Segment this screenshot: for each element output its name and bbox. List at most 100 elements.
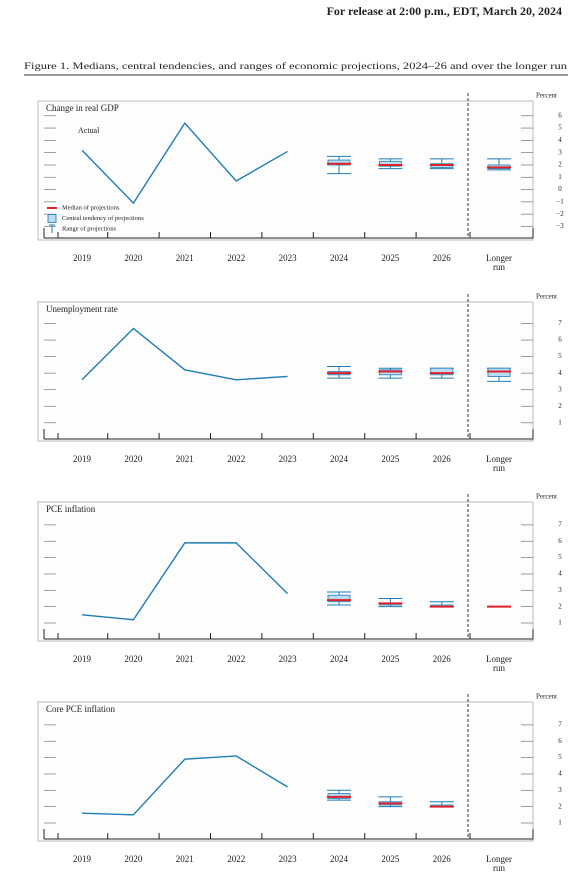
panel-title: Unemployment rate <box>46 304 118 314</box>
x-tick-label: 2021 <box>175 855 194 864</box>
x-tick-label-text: 2020 <box>124 455 143 464</box>
x-tick-label-text: 2022 <box>227 455 246 464</box>
y-tick-label: −2 <box>556 210 564 218</box>
y-tick-label: 5 <box>558 553 562 561</box>
x-tick-label: 2021 <box>175 254 194 263</box>
actual-line <box>81 121 288 205</box>
y-tick-label: 7 <box>558 319 562 327</box>
x-tick-label-text: 2020 <box>124 855 143 864</box>
x-tick-label: 2020 <box>124 455 143 464</box>
x-tick-label: 2022 <box>227 855 246 864</box>
x-tick-label-text: 2022 <box>227 655 246 664</box>
y-tick-label: 3 <box>558 586 562 594</box>
y-axis-label: Percent <box>536 493 557 501</box>
y-tick-label: 2 <box>558 602 562 610</box>
y-tick-label: 6 <box>558 737 562 745</box>
legend-swatch-box <box>47 214 57 223</box>
x-tick-label: 2019 <box>73 455 91 464</box>
x-tick-label: 2026 <box>433 655 451 664</box>
panel-frame <box>37 100 534 241</box>
x-tick-label: Longer run <box>486 655 512 673</box>
x-tick-label-text: 2025 <box>381 855 400 864</box>
y-tick-label: 1 <box>558 418 562 426</box>
y-tick-label: 4 <box>558 570 562 578</box>
x-tick-label-text: 2021 <box>175 254 194 263</box>
central-tendency-box <box>430 367 454 376</box>
x-tick-label-text: Longer run <box>486 254 512 272</box>
x-tick-label-text: 2026 <box>432 455 451 464</box>
x-tick-label: 2023 <box>279 254 297 263</box>
x-tick-label: 2019 <box>73 655 91 664</box>
x-tick-label: 2025 <box>381 655 399 664</box>
x-tick-label: Longer run <box>486 855 512 873</box>
x-tick-label: 2026 <box>432 855 451 864</box>
x-tick-label-text: 2019 <box>73 254 91 263</box>
x-tick-label-text: 2026 <box>432 855 451 864</box>
x-tick-label: 2020 <box>124 655 143 664</box>
y-tick-label: 4 <box>558 136 562 144</box>
y-tick-label: 4 <box>558 369 562 377</box>
y-tick-label: 0 <box>558 185 562 193</box>
y-tick-label: 2 <box>558 161 562 169</box>
y-tick-label: 3 <box>558 148 562 156</box>
y-tick-label: 6 <box>558 336 562 344</box>
x-tick-label: 2026 <box>432 254 451 263</box>
central-tendency-box <box>378 160 402 167</box>
x-tick-label-text: 2020 <box>124 254 143 263</box>
panel-frame <box>37 501 534 642</box>
actual-line <box>81 327 288 381</box>
x-tick-label: 2026 <box>432 455 451 464</box>
x-tick-label: Longer run <box>486 455 512 473</box>
central-tendency-box <box>327 594 351 603</box>
x-tick-label: 2024 <box>330 855 348 864</box>
actual-line <box>81 755 288 816</box>
x-tick-label: 2023 <box>278 855 297 864</box>
x-tick-label: 2023 <box>279 655 297 664</box>
x-tick-label-text: 2022 <box>227 855 246 864</box>
y-tick-label: 7 <box>558 521 562 529</box>
x-tick-label-text: 2019 <box>73 855 91 864</box>
x-tick-label: 2022 <box>227 455 246 464</box>
x-tick-label-text: 2022 <box>227 254 246 263</box>
x-tick-label-text: 2021 <box>175 455 194 464</box>
x-tick-label-text: 2024 <box>330 655 348 664</box>
y-tick-label: 6 <box>558 111 562 119</box>
x-tick-label: 2023 <box>278 455 297 464</box>
y-tick-label: 1 <box>558 819 562 827</box>
x-tick-label: 2020 <box>124 855 143 864</box>
x-tick-label-text: 2020 <box>124 655 143 664</box>
y-tick-label: −3 <box>556 222 564 230</box>
y-axis-label: Percent <box>536 92 557 100</box>
figure-caption: Figure 1. Medians, central tendencies, a… <box>24 61 567 72</box>
x-tick-label-text: 2025 <box>381 254 400 263</box>
y-tick-label: 6 <box>558 537 562 545</box>
central-tendency-box <box>327 159 351 166</box>
legend-label: Range of projections <box>62 225 117 232</box>
x-tick-label-text: 2023 <box>278 855 297 864</box>
y-axis-label: Percent <box>536 293 557 301</box>
y-tick-label: 3 <box>558 385 562 393</box>
x-tick-label: 2024 <box>330 254 348 263</box>
x-tick-label-text: Longer run <box>486 855 512 873</box>
x-tick-label-text: 2023 <box>278 455 297 464</box>
x-tick-label: 2021 <box>175 455 194 464</box>
panel-title: PCE inflation <box>46 504 96 514</box>
x-tick-label: 2025 <box>381 455 400 464</box>
y-tick-label: 4 <box>558 770 562 778</box>
x-tick-label-text: 2021 <box>175 855 194 864</box>
x-tick-label: 2024 <box>330 455 348 464</box>
y-tick-label: 2 <box>558 802 562 810</box>
legend-label: Central tendency of projections <box>62 215 144 222</box>
x-tick-label: 2025 <box>381 855 400 864</box>
y-tick-label: −1 <box>556 197 564 205</box>
x-tick-label-text: 2025 <box>381 455 400 464</box>
x-tick-label: 2020 <box>124 254 143 263</box>
y-tick-label: 3 <box>558 786 562 794</box>
x-tick-label-text: 2026 <box>432 254 451 263</box>
panel-frame <box>37 301 534 442</box>
x-tick-label: 2025 <box>381 254 400 263</box>
x-tick-label-text: 2024 <box>330 455 348 464</box>
actual-line <box>81 542 289 621</box>
x-tick-label-text: 2021 <box>175 655 194 664</box>
